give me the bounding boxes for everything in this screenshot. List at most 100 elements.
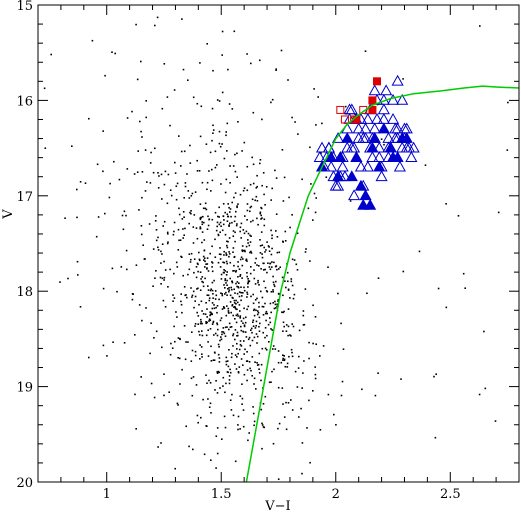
star-point bbox=[233, 270, 235, 272]
star-point bbox=[226, 150, 228, 152]
star-point bbox=[180, 255, 182, 258]
star-point bbox=[246, 189, 249, 192]
star-point bbox=[173, 230, 175, 233]
star-point bbox=[226, 371, 229, 373]
star-point bbox=[290, 348, 293, 351]
star-point bbox=[237, 334, 239, 337]
filled-triangle-point bbox=[341, 132, 354, 143]
star-point bbox=[137, 150, 139, 152]
star-point bbox=[153, 337, 155, 339]
star-point bbox=[228, 224, 230, 226]
star-point bbox=[188, 445, 190, 448]
open-triangle-point bbox=[343, 103, 356, 115]
star-point bbox=[199, 289, 202, 291]
star-point bbox=[233, 196, 235, 199]
star-point bbox=[258, 352, 261, 355]
star-point bbox=[302, 324, 305, 326]
star-point bbox=[241, 245, 244, 247]
star-point bbox=[241, 295, 243, 297]
star-point bbox=[178, 239, 180, 242]
open-triangle-point bbox=[396, 93, 409, 105]
star-point bbox=[251, 356, 254, 358]
star-point bbox=[64, 217, 66, 219]
star-point bbox=[225, 131, 227, 133]
star-point bbox=[198, 334, 201, 336]
open-square-point bbox=[350, 115, 359, 124]
star-point bbox=[231, 352, 233, 355]
star-point bbox=[291, 355, 294, 358]
star-point bbox=[199, 62, 201, 64]
star-point bbox=[234, 363, 236, 365]
star-point bbox=[202, 255, 205, 258]
star-point bbox=[249, 183, 252, 186]
star-point bbox=[249, 241, 252, 243]
star-point bbox=[274, 348, 277, 350]
star-point bbox=[224, 270, 227, 272]
star-point bbox=[354, 113, 356, 116]
star-point bbox=[240, 256, 243, 259]
star-point bbox=[216, 305, 219, 307]
star-point bbox=[260, 363, 263, 366]
star-point bbox=[216, 323, 219, 326]
star-point bbox=[225, 356, 228, 359]
star-point bbox=[290, 278, 293, 280]
star-point bbox=[196, 262, 199, 265]
star-point bbox=[211, 266, 213, 268]
star-point bbox=[215, 229, 218, 232]
star-point bbox=[284, 230, 287, 233]
star-point bbox=[141, 319, 143, 322]
star-point bbox=[264, 395, 267, 398]
star-point bbox=[296, 386, 299, 388]
open-triangle-point bbox=[325, 160, 338, 172]
star-point bbox=[445, 203, 447, 205]
star-point bbox=[253, 420, 256, 423]
star-point bbox=[220, 336, 222, 338]
star-point bbox=[268, 246, 270, 248]
star-point bbox=[223, 269, 225, 271]
star-point bbox=[214, 332, 217, 335]
star-point bbox=[217, 328, 219, 331]
star-point bbox=[162, 225, 164, 227]
star-point bbox=[180, 165, 182, 167]
star-point bbox=[277, 427, 279, 430]
star-point bbox=[217, 370, 219, 373]
star-point bbox=[234, 354, 237, 356]
star-point bbox=[208, 299, 211, 302]
star-point bbox=[234, 292, 236, 294]
star-point bbox=[266, 271, 268, 274]
star-point bbox=[235, 314, 238, 317]
star-point bbox=[206, 267, 208, 269]
star-point bbox=[175, 198, 178, 201]
star-point bbox=[198, 330, 200, 333]
star-point bbox=[250, 329, 252, 331]
star-point bbox=[257, 311, 260, 314]
star-point bbox=[257, 310, 259, 312]
star-point bbox=[214, 256, 217, 258]
star-point bbox=[231, 304, 233, 307]
star-point bbox=[136, 171, 139, 173]
star-point bbox=[204, 260, 206, 263]
star-point bbox=[262, 172, 265, 174]
star-point bbox=[216, 221, 219, 224]
star-point bbox=[203, 249, 206, 252]
star-point bbox=[235, 282, 237, 285]
star-point bbox=[277, 292, 280, 295]
star-point bbox=[193, 271, 195, 274]
star-point bbox=[222, 331, 225, 333]
star-point bbox=[172, 233, 175, 236]
star-point bbox=[202, 215, 204, 218]
star-point bbox=[175, 261, 178, 264]
star-point bbox=[246, 379, 248, 382]
star-point bbox=[243, 340, 245, 342]
star-point bbox=[185, 425, 187, 428]
star-point bbox=[212, 320, 215, 323]
star-point bbox=[280, 361, 283, 364]
star-point bbox=[160, 442, 162, 444]
open-triangle-point bbox=[313, 151, 326, 162]
star-point bbox=[204, 313, 207, 315]
star-point bbox=[224, 287, 226, 289]
star-point bbox=[239, 317, 241, 319]
star-point bbox=[497, 211, 500, 214]
star-point bbox=[319, 429, 322, 431]
star-point bbox=[222, 261, 224, 264]
